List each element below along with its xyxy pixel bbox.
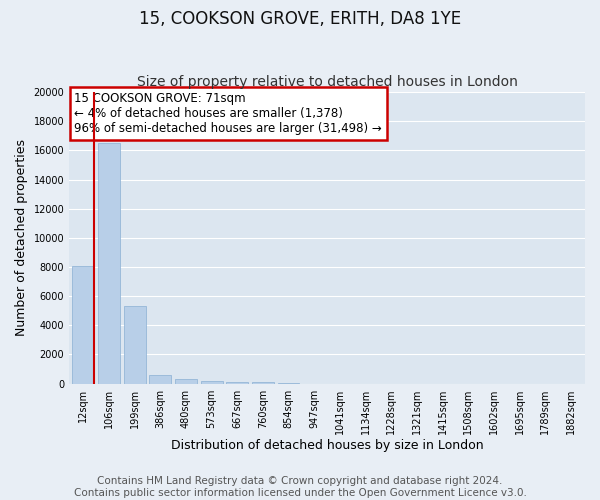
Bar — [226, 382, 248, 384]
Text: 15, COOKSON GROVE, ERITH, DA8 1YE: 15, COOKSON GROVE, ERITH, DA8 1YE — [139, 10, 461, 28]
Bar — [175, 379, 197, 384]
Text: Contains HM Land Registry data © Crown copyright and database right 2024.
Contai: Contains HM Land Registry data © Crown c… — [74, 476, 526, 498]
Title: Size of property relative to detached houses in London: Size of property relative to detached ho… — [137, 76, 518, 90]
Bar — [98, 143, 120, 384]
Bar — [278, 382, 299, 384]
Bar — [124, 306, 146, 384]
Bar — [149, 375, 171, 384]
Bar — [200, 381, 223, 384]
Bar — [73, 266, 94, 384]
Text: 15 COOKSON GROVE: 71sqm
← 4% of detached houses are smaller (1,378)
96% of semi-: 15 COOKSON GROVE: 71sqm ← 4% of detached… — [74, 92, 382, 135]
Bar — [252, 382, 274, 384]
X-axis label: Distribution of detached houses by size in London: Distribution of detached houses by size … — [171, 440, 484, 452]
Y-axis label: Number of detached properties: Number of detached properties — [15, 140, 28, 336]
